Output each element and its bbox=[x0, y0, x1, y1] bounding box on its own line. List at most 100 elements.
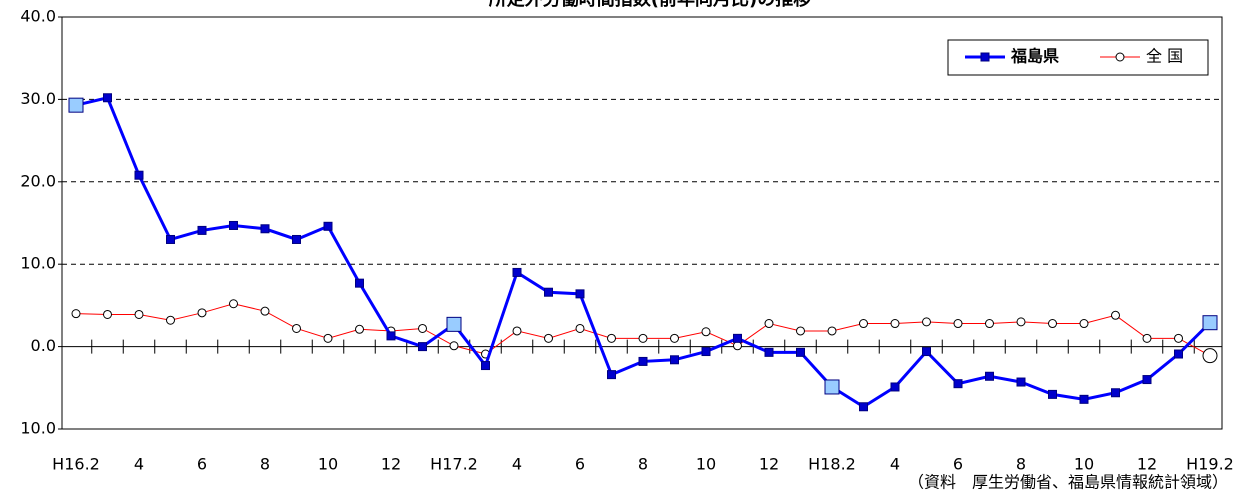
data-point bbox=[229, 220, 238, 230]
chart-title: 所定外労働時間指数(前年同月比)の推移 bbox=[489, 0, 811, 10]
x-tick-label: 10 bbox=[1074, 455, 1094, 474]
data-point bbox=[607, 370, 616, 380]
data-point bbox=[292, 323, 301, 333]
plot-frame bbox=[61, 16, 1223, 430]
series-line bbox=[75, 303, 1211, 357]
data-point bbox=[701, 347, 711, 357]
data-point bbox=[764, 347, 774, 357]
x-tick-label: H16.2 bbox=[52, 455, 100, 474]
data-point bbox=[260, 224, 270, 234]
data-point bbox=[733, 333, 742, 343]
data-point bbox=[575, 289, 585, 299]
data-point bbox=[1048, 389, 1057, 399]
data-point bbox=[638, 356, 648, 366]
data-point bbox=[701, 327, 711, 337]
x-tick-label: 6 bbox=[575, 455, 585, 474]
x-tick-label: 6 bbox=[197, 455, 207, 474]
data-point bbox=[260, 306, 270, 316]
data-point bbox=[796, 326, 805, 336]
data-point bbox=[764, 319, 774, 329]
data-point bbox=[1079, 394, 1089, 404]
x-tick-label: 12 bbox=[381, 455, 401, 474]
data-point bbox=[1174, 349, 1183, 359]
x-tick-label: H17.2 bbox=[430, 455, 478, 474]
data-point bbox=[68, 97, 84, 113]
data-point bbox=[229, 299, 238, 309]
source-note: （資料 厚生労働省、福島県情報統計領域） bbox=[908, 473, 1228, 492]
data-point bbox=[197, 308, 207, 318]
data-point bbox=[1202, 348, 1218, 364]
x-tick-label: 10 bbox=[696, 455, 716, 474]
x-tick-label: 8 bbox=[638, 455, 648, 474]
data-point bbox=[1016, 317, 1026, 327]
data-point bbox=[103, 93, 112, 103]
data-point bbox=[166, 315, 175, 325]
legend-label: 福島県 bbox=[1010, 47, 1059, 66]
data-point bbox=[418, 323, 427, 333]
data-point bbox=[859, 319, 868, 329]
data-point bbox=[544, 287, 553, 297]
data-point bbox=[607, 333, 616, 343]
legend-label: 全 国 bbox=[1146, 47, 1183, 66]
x-tick-label: 4 bbox=[134, 455, 144, 474]
data-point bbox=[197, 225, 207, 235]
data-point bbox=[481, 361, 490, 371]
x-tick-label: 8 bbox=[1016, 455, 1026, 474]
data-point bbox=[890, 319, 900, 329]
y-tick-label: 40.0 bbox=[20, 7, 56, 26]
x-tick-label: 6 bbox=[953, 455, 963, 474]
data-point bbox=[827, 326, 837, 336]
data-point bbox=[796, 347, 805, 357]
data-point bbox=[1111, 310, 1120, 320]
data-point bbox=[1142, 333, 1152, 343]
data-point bbox=[418, 342, 427, 352]
y-tick-label: 10.0 bbox=[20, 419, 56, 438]
y-tick-label: 30.0 bbox=[20, 89, 56, 108]
data-point bbox=[103, 309, 112, 319]
data-point bbox=[446, 316, 462, 332]
data-point bbox=[449, 341, 459, 351]
x-tick-label: H19.2 bbox=[1186, 455, 1234, 474]
data-point bbox=[1174, 333, 1183, 343]
data-point bbox=[575, 323, 585, 333]
data-point bbox=[292, 234, 301, 244]
data-point bbox=[1048, 319, 1057, 329]
x-tick-label: 12 bbox=[1137, 455, 1157, 474]
data-point bbox=[1079, 319, 1089, 329]
legend-marker bbox=[1115, 52, 1125, 62]
data-point bbox=[733, 341, 742, 351]
data-point bbox=[670, 355, 679, 365]
data-point bbox=[985, 371, 994, 381]
y-tick-label: 20.0 bbox=[20, 171, 56, 190]
y-tick-label: 0.0 bbox=[31, 336, 56, 355]
data-point bbox=[386, 331, 396, 341]
data-point bbox=[1142, 375, 1152, 385]
data-point bbox=[355, 324, 364, 334]
data-point bbox=[355, 278, 364, 288]
data-point bbox=[512, 326, 522, 336]
data-point bbox=[859, 402, 868, 412]
data-point bbox=[670, 333, 679, 343]
legend-marker bbox=[980, 52, 990, 62]
data-point bbox=[134, 170, 144, 180]
data-point bbox=[166, 234, 175, 244]
data-point bbox=[1111, 388, 1120, 398]
data-point bbox=[323, 333, 333, 343]
data-point bbox=[953, 379, 963, 389]
x-tick-label: H18.2 bbox=[808, 455, 856, 474]
x-tick-label: 10 bbox=[318, 455, 338, 474]
data-point bbox=[953, 319, 963, 329]
x-tick-label: 4 bbox=[890, 455, 900, 474]
data-point bbox=[985, 319, 994, 329]
x-tick-label: 8 bbox=[260, 455, 270, 474]
data-point bbox=[71, 309, 81, 319]
data-point bbox=[323, 221, 333, 231]
data-point bbox=[890, 382, 900, 392]
data-point bbox=[134, 309, 144, 319]
data-point bbox=[1016, 377, 1026, 387]
x-tick-label: 12 bbox=[759, 455, 779, 474]
data-point bbox=[922, 317, 931, 327]
y-tick-label: 10.0 bbox=[20, 254, 56, 273]
data-point bbox=[922, 347, 931, 357]
